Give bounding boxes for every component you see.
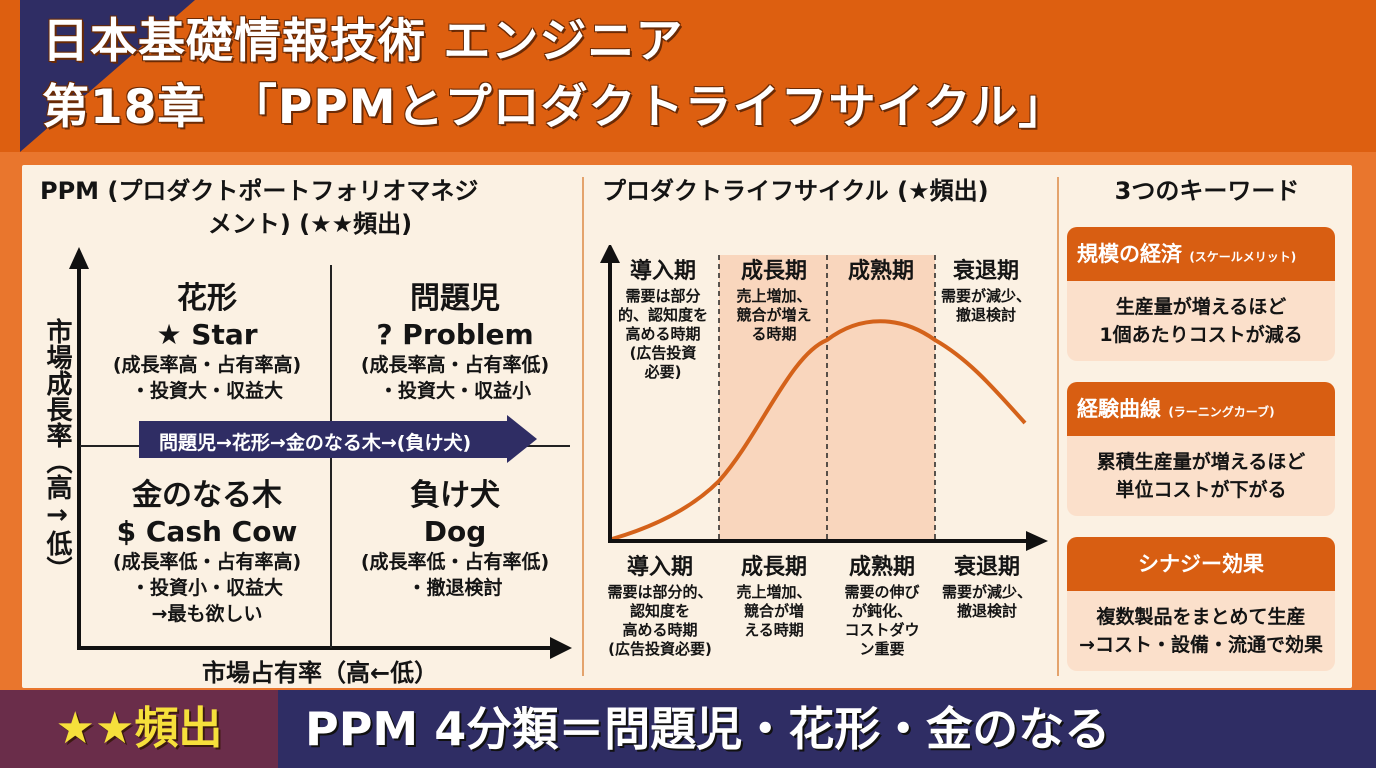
footer-banner: ★★頻出 PPM 4分類＝問題児・花形・金のなる	[0, 690, 1376, 768]
section-divider	[1057, 177, 1059, 676]
plc-stage-top-introduction: 導入期 需要は部分 的、認知度を 高める時期 (広告投資 必要)	[617, 259, 708, 381]
ppm-x-axis-label: 市場占有率（高←低）	[202, 659, 439, 687]
quadrant-cash-cow: 金のなる木 $ Cash Cow (成長率低・占有率高) ・投資小・収益大 →最…	[112, 478, 302, 625]
keyword-card-economies-of-scale: 規模の経済 (スケールメリット) 生産量が増えるほど 1個あたりコストが減る	[1067, 227, 1335, 361]
plc-y-arrow-icon	[600, 245, 620, 263]
ppm-y-axis-label: 市場成長率（高→低）	[42, 318, 72, 582]
ppm-x-axis	[77, 646, 552, 650]
quadrant-problem-child: 問題児 ? Problem (成長率高・占有率低) ・投資大・収益小	[360, 281, 550, 402]
page-title: 日本基礎情報技術 エンジニア 第18章 「PPMとプロダクトライフサイクル」	[42, 12, 1066, 144]
footer-summary-text: PPM 4分類＝問題児・花形・金のなる	[305, 702, 1111, 756]
quadrant-star: 花形 ★ Star (成長率高・占有率高) ・投資大・収益大	[112, 281, 302, 402]
keywords-section-title: 3つのキーワード	[1114, 177, 1300, 205]
keyword-card-synergy: シナジー効果 複数製品をまとめて生産 →コスト・設備・流通で効果	[1067, 537, 1335, 671]
plc-stage-bottom-introduction: 導入期 需要は部分的、 認知度を 高める時期 (広告投資必要)	[607, 555, 713, 658]
title-line-1: 日本基礎情報技術 エンジニア	[42, 14, 684, 69]
header-banner: 日本基礎情報技術 エンジニア 第18章 「PPMとプロダクトライフサイクル」	[0, 0, 1376, 152]
plc-chart	[600, 245, 1048, 551]
plc-sales-curve	[611, 319, 1027, 541]
title-line-2: 第18章 「PPMとプロダクトライフサイクル」	[42, 80, 1067, 135]
plc-stage-top-growth: 成長期 売上増加、 競合が増え る時期	[736, 259, 812, 343]
content-panel: PPM (プロダクトポートフォリオマネジ メント) (★★頻出) 市場成長率（高…	[22, 165, 1352, 688]
frequency-badge: ★★頻出	[0, 690, 278, 768]
y-axis-arrow-icon	[69, 247, 89, 269]
quadrant-dog: 負け犬 Dog (成長率低・占有率低) ・撤退検討	[360, 478, 550, 599]
plc-section-title: プロダクトライフサイクル (★頻出)	[602, 177, 989, 205]
header-accent-triangle	[20, 0, 195, 152]
ppm-y-axis	[77, 265, 81, 650]
ppm-flow-text: 問題児→花形→金のなる木→(負け犬)	[159, 432, 472, 454]
plc-stage-top-maturity: 成熟期	[847, 259, 914, 284]
keyword-card-experience-curve: 経験曲線 (ラーニングカーブ) 累積生産量が増えるほど 単位コストが下がる	[1067, 382, 1335, 516]
plc-x-arrow-icon	[1026, 531, 1048, 551]
arrow-right-icon	[507, 415, 537, 463]
section-divider	[582, 177, 584, 676]
plc-stage-bottom-maturity: 成熟期 需要の伸び が鈍化、 コストダウ ン重要	[844, 555, 920, 658]
plc-stage-bottom-decline: 衰退期 需要が減少、 撤退検討	[941, 555, 1032, 620]
x-axis-arrow-icon	[550, 637, 572, 659]
plc-stage-bottom-growth: 成長期 売上増加、 競合が増 える時期	[736, 555, 812, 639]
ppm-flow-arrow: 問題児→花形→金のなる木→(負け犬)	[139, 415, 537, 463]
ppm-section-title: PPM (プロダクトポートフォリオマネジ メント) (★★頻出)	[40, 177, 479, 238]
plc-stage-top-decline: 衰退期 需要が減少、 撤退検討	[940, 259, 1031, 324]
